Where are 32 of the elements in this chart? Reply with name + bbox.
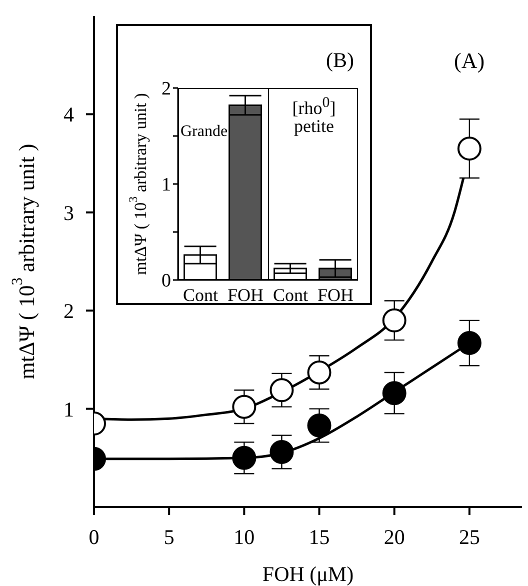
x-tick-label: FOH — [227, 284, 264, 305]
y-tick-label: 1 — [64, 397, 74, 422]
x-axis-title: FOH (μM) — [262, 562, 354, 586]
y-tick-label: 2 — [64, 299, 74, 324]
y-tick-label: 0 — [162, 270, 171, 292]
y-tick-label: 3 — [64, 200, 74, 225]
y-tick-label: 4 — [64, 102, 74, 127]
x-tick-label: 20 — [384, 524, 405, 549]
x-tick-label: 5 — [164, 524, 174, 549]
point — [307, 413, 332, 438]
annotation: [rho$^{0}$] petite — [291, 95, 337, 136]
annotation: (A) — [454, 48, 485, 74]
point — [457, 136, 482, 161]
x-tick-label: Cont — [182, 284, 218, 305]
annotation: (B) — [326, 48, 354, 72]
point — [457, 331, 482, 356]
y-tick-label: 2 — [162, 78, 171, 100]
point — [232, 446, 256, 470]
annotation: Grande — [179, 123, 229, 140]
point — [232, 394, 256, 419]
x-tick-label: 0 — [88, 524, 100, 549]
point — [307, 360, 332, 384]
x-tick-label: 15 — [308, 524, 330, 549]
point — [270, 440, 294, 464]
point — [382, 381, 406, 406]
point — [270, 378, 294, 402]
x-tick-label: 25 — [458, 524, 480, 549]
x-tick-label: FOH — [317, 284, 354, 305]
x-tick-label: Cont — [272, 284, 308, 305]
x-tick-label: 10 — [234, 524, 255, 549]
y-tick-label: 1 — [162, 174, 171, 196]
point — [382, 308, 406, 332]
